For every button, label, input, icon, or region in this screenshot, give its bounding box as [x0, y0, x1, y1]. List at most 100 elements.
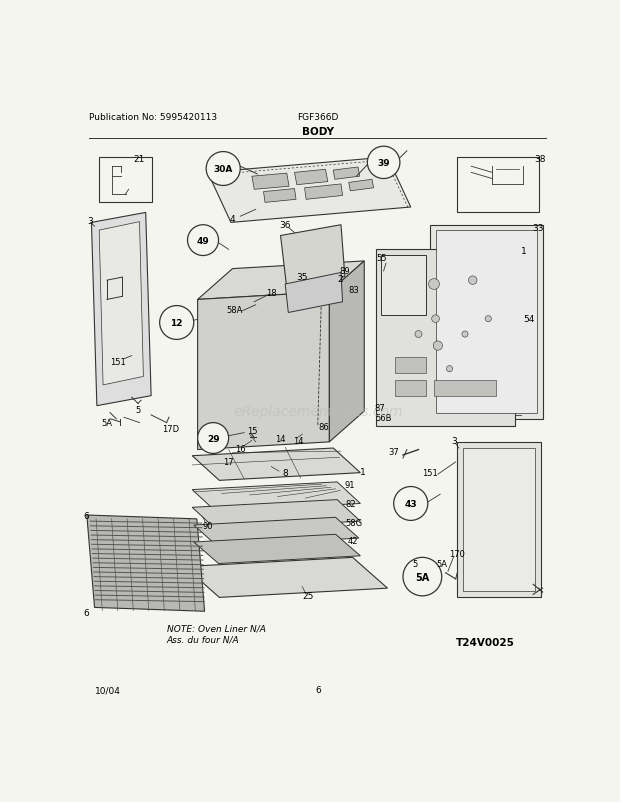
Text: 55: 55: [376, 253, 386, 262]
Circle shape: [206, 152, 241, 186]
Text: 58G: 58G: [345, 519, 362, 528]
Text: 17D: 17D: [162, 424, 179, 433]
Polygon shape: [381, 255, 427, 315]
Polygon shape: [334, 168, 360, 180]
Text: 29: 29: [207, 434, 219, 443]
Text: 18: 18: [266, 289, 277, 298]
Polygon shape: [192, 482, 360, 512]
Text: 89: 89: [340, 267, 350, 276]
Text: 91: 91: [345, 480, 355, 489]
Text: 151: 151: [422, 468, 438, 477]
Text: 33: 33: [533, 223, 544, 233]
Text: 15: 15: [247, 427, 257, 435]
Polygon shape: [192, 448, 360, 480]
Text: 5A: 5A: [436, 559, 447, 569]
Text: 151: 151: [110, 357, 126, 366]
Bar: [99, 158, 152, 202]
Text: 3: 3: [87, 217, 92, 225]
Ellipse shape: [415, 331, 422, 338]
Circle shape: [403, 557, 441, 596]
Polygon shape: [304, 184, 342, 200]
Text: BODY: BODY: [302, 127, 334, 137]
Text: 17: 17: [223, 457, 234, 466]
Text: 54: 54: [523, 314, 534, 324]
Polygon shape: [294, 170, 328, 185]
Polygon shape: [193, 517, 359, 546]
Polygon shape: [198, 293, 329, 450]
Text: 38: 38: [534, 155, 546, 164]
Text: 10/04: 10/04: [94, 686, 120, 695]
Text: 21: 21: [133, 155, 144, 164]
Text: 42: 42: [347, 537, 358, 545]
Text: T24V0025: T24V0025: [456, 638, 515, 647]
Text: 5A: 5A: [415, 572, 430, 582]
Text: 82: 82: [345, 500, 355, 508]
Text: 1: 1: [360, 467, 366, 476]
Ellipse shape: [469, 277, 477, 285]
Polygon shape: [434, 381, 496, 396]
Text: 25: 25: [303, 592, 314, 601]
Ellipse shape: [432, 315, 440, 323]
Text: 56B: 56B: [375, 413, 392, 422]
Polygon shape: [208, 158, 410, 223]
Ellipse shape: [446, 367, 453, 372]
Text: 4: 4: [229, 215, 236, 224]
Text: 5: 5: [135, 406, 141, 415]
Polygon shape: [285, 273, 342, 313]
Text: 14: 14: [275, 434, 286, 443]
Text: 1: 1: [521, 247, 526, 256]
Polygon shape: [435, 231, 537, 414]
Polygon shape: [92, 213, 151, 406]
Text: 6: 6: [315, 686, 321, 695]
Circle shape: [394, 487, 428, 520]
Text: 5A: 5A: [102, 419, 112, 427]
Circle shape: [187, 225, 219, 256]
Text: 3: 3: [451, 436, 457, 445]
Polygon shape: [329, 261, 365, 443]
Circle shape: [367, 147, 400, 180]
Text: 35: 35: [296, 273, 308, 282]
Text: 16: 16: [235, 444, 246, 453]
Text: 90: 90: [203, 520, 213, 530]
Text: 12: 12: [170, 318, 183, 327]
Polygon shape: [192, 500, 360, 529]
Ellipse shape: [485, 316, 491, 322]
Text: 36: 36: [280, 221, 291, 230]
Polygon shape: [280, 225, 345, 289]
Text: 6: 6: [84, 511, 89, 520]
Text: 2: 2: [337, 275, 343, 284]
Polygon shape: [396, 358, 427, 373]
Ellipse shape: [433, 342, 443, 350]
Text: 5: 5: [412, 559, 417, 569]
Polygon shape: [198, 261, 365, 300]
Text: NOTE: Oven Liner N/A: NOTE: Oven Liner N/A: [167, 624, 265, 633]
Polygon shape: [185, 557, 388, 597]
Ellipse shape: [462, 331, 468, 338]
Polygon shape: [348, 180, 373, 192]
Polygon shape: [193, 535, 360, 564]
Text: 170: 170: [450, 549, 465, 558]
Polygon shape: [252, 174, 289, 190]
Polygon shape: [264, 189, 296, 203]
Circle shape: [198, 423, 229, 454]
Text: 39: 39: [378, 159, 390, 168]
Bar: [458, 158, 539, 213]
Text: eReplacementParts.com: eReplacementParts.com: [233, 404, 402, 419]
Text: 6: 6: [84, 609, 89, 618]
Text: 49: 49: [197, 237, 210, 245]
Polygon shape: [430, 225, 542, 419]
Text: FGF366D: FGF366D: [297, 113, 339, 122]
Text: 37: 37: [388, 447, 399, 456]
Polygon shape: [463, 448, 534, 592]
Polygon shape: [458, 443, 541, 597]
Text: Publication No: 5995420113: Publication No: 5995420113: [89, 113, 217, 122]
Polygon shape: [376, 250, 515, 427]
Polygon shape: [87, 516, 205, 611]
Polygon shape: [99, 222, 143, 386]
Text: 30A: 30A: [213, 164, 233, 174]
Text: 14: 14: [293, 436, 304, 445]
Text: 8: 8: [282, 468, 288, 477]
Text: 86: 86: [319, 423, 329, 431]
Ellipse shape: [428, 279, 440, 290]
Circle shape: [159, 306, 193, 340]
